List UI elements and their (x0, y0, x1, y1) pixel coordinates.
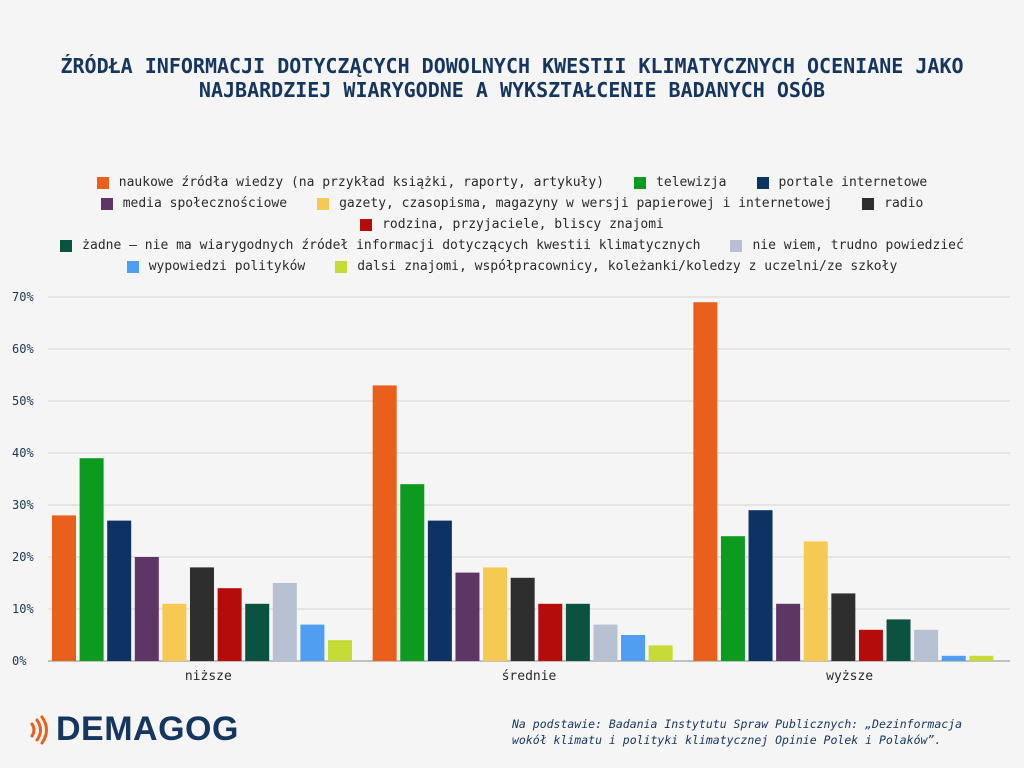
bar (621, 635, 646, 661)
legend-swatch (317, 197, 330, 210)
bar (941, 655, 966, 661)
bar (969, 655, 994, 661)
legend-item-nie-wiem: nie wiem, trudno powiedzieć (730, 235, 964, 256)
legend-item-gazety: gazety, czasopisma, magazyny w wersji pa… (317, 193, 832, 214)
bar (162, 603, 187, 661)
bar (483, 567, 508, 661)
logo-text: DEMAGOG (56, 710, 239, 748)
legend-label: żadne – nie ma wiarygodnych źródeł infor… (82, 238, 701, 253)
legend-row: media społecznościowe gazety, czasopisma… (40, 193, 984, 214)
bar (328, 640, 352, 661)
legend-item-zadne: żadne – nie ma wiarygodnych źródeł infor… (60, 235, 700, 256)
bar (272, 583, 297, 661)
legend-row: naukowe źródła wiedzy (na przykład książ… (40, 172, 984, 193)
chart-title: ŹRÓDŁA INFORMACJI DOTYCZĄCYCH DOWOLNYCH … (60, 54, 964, 102)
bar (831, 593, 856, 661)
y-tick-label: 30% (12, 498, 34, 512)
legend-swatch (634, 176, 647, 189)
bar-chart: 0% 10% 20% 30% 40% 50% 60% 70% niższe średnie wyżs… (12, 290, 1010, 684)
bar (858, 629, 883, 661)
bar (748, 510, 773, 661)
legend-label: gazety, czasopisma, magazyny w wersji pa… (339, 196, 833, 211)
bar (693, 302, 718, 661)
bar (372, 385, 397, 661)
bar (565, 603, 590, 661)
legend-label: nie wiem, trudno powiedzieć (752, 238, 964, 253)
legend-swatch (360, 218, 373, 231)
legend-label: rodzina, przyjaciele, bliscy znajomi (382, 217, 664, 232)
source-note: Na podstawie: Badania Instytutu Spraw Pu… (512, 717, 963, 747)
x-tick-label: niższe (185, 669, 232, 684)
legend-item-politycy: wypowiedzi polityków (126, 256, 306, 277)
legend-swatch (862, 197, 875, 210)
legend-item-portale: portale internetowe (756, 172, 928, 193)
legend-item-rodzina: rodzina, przyjaciele, bliscy znajomi (360, 214, 664, 235)
bar (720, 536, 745, 661)
bar (52, 515, 76, 661)
legend-swatch (100, 197, 113, 210)
bar (427, 520, 452, 661)
legend-swatch (335, 260, 348, 273)
legend-item-radio: radio (862, 193, 923, 214)
legend-label: wypowiedzi polityków (148, 259, 306, 274)
bar (400, 484, 425, 661)
bar (245, 603, 270, 661)
bar (510, 577, 535, 661)
bar (217, 588, 242, 661)
x-tick-label: średnie (502, 669, 557, 684)
bar (648, 645, 673, 661)
bar (455, 572, 480, 661)
legend-swatch (60, 239, 73, 252)
y-tick-label: 40% (12, 446, 34, 460)
legend-row: wypowiedzi polityków dalsi znajomi, wspó… (40, 256, 984, 277)
legend-item-telewizja: telewizja (634, 172, 727, 193)
y-tick-label: 10% (12, 602, 34, 616)
bar (803, 541, 828, 661)
x-tick-label: wyższe (826, 669, 873, 684)
legend-row: rodzina, przyjaciele, bliscy znajomi (40, 214, 984, 235)
legend-label: dalsi znajomi, współpracownicy, koleżank… (357, 259, 898, 274)
legend-row: żadne – nie ma wiarygodnych źródeł infor… (40, 235, 984, 256)
bar (776, 603, 801, 661)
broadcast-icon (30, 715, 48, 744)
bar (300, 624, 325, 661)
bar (538, 603, 563, 661)
y-tick-label: 20% (12, 550, 34, 564)
legend: naukowe źródła wiedzy (na przykład książ… (40, 172, 984, 277)
bar (886, 619, 911, 661)
legend-label: portale internetowe (778, 175, 928, 190)
legend-item-media: media społecznościowe (100, 193, 288, 214)
y-tick-label: 70% (12, 290, 34, 304)
y-tick-label: 50% (12, 394, 34, 408)
legend-label: telewizja (656, 175, 727, 190)
bar (914, 629, 939, 661)
legend-swatch (126, 260, 139, 273)
legend-label: radio (884, 196, 924, 211)
y-tick-label: 60% (12, 342, 34, 356)
legend-label: naukowe źródła wiedzy (na przykład książ… (118, 175, 605, 190)
legend-label: media społecznościowe (122, 196, 288, 211)
bar (593, 624, 618, 661)
legend-swatch (96, 176, 109, 189)
demagog-logo: DEMAGOG (28, 710, 239, 749)
bar (134, 557, 159, 661)
legend-swatch (756, 176, 769, 189)
bar (190, 567, 214, 661)
bar (107, 520, 132, 661)
y-tick-label: 0% (12, 654, 27, 668)
bar (79, 458, 104, 661)
legend-item-naukowe: naukowe źródła wiedzy (na przykład książ… (96, 172, 605, 193)
legend-swatch (730, 239, 743, 252)
legend-item-dalsi-znajomi: dalsi znajomi, współpracownicy, koleżank… (335, 256, 897, 277)
